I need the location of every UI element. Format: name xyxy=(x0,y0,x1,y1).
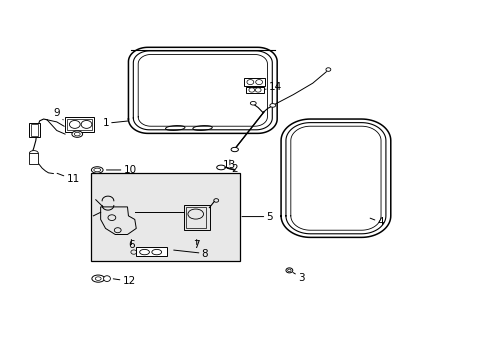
Ellipse shape xyxy=(92,275,104,282)
Ellipse shape xyxy=(72,131,82,137)
Bar xyxy=(245,87,263,93)
Bar xyxy=(183,205,210,230)
Text: 9: 9 xyxy=(53,108,63,120)
Ellipse shape xyxy=(231,147,238,152)
Circle shape xyxy=(255,88,261,92)
Circle shape xyxy=(81,121,92,129)
Ellipse shape xyxy=(216,165,225,170)
Text: 7: 7 xyxy=(193,239,200,249)
Bar xyxy=(65,117,94,132)
Text: 6: 6 xyxy=(128,239,134,249)
Text: 11: 11 xyxy=(57,173,80,184)
Text: 5: 5 xyxy=(242,212,272,221)
Ellipse shape xyxy=(103,276,110,282)
Ellipse shape xyxy=(91,167,103,173)
Circle shape xyxy=(69,121,80,129)
Text: 2: 2 xyxy=(229,164,237,174)
Bar xyxy=(31,124,38,136)
Ellipse shape xyxy=(325,68,330,71)
Bar xyxy=(91,173,239,261)
Circle shape xyxy=(246,80,253,85)
Bar xyxy=(67,119,92,130)
Ellipse shape xyxy=(250,102,256,105)
Ellipse shape xyxy=(29,150,38,156)
Bar xyxy=(244,78,264,86)
Text: 10: 10 xyxy=(106,165,137,175)
Text: 13: 13 xyxy=(223,160,236,170)
Bar xyxy=(29,153,38,164)
Text: 12: 12 xyxy=(113,276,136,286)
Bar xyxy=(136,247,167,256)
Text: 4: 4 xyxy=(369,217,384,227)
Circle shape xyxy=(255,80,262,85)
Bar xyxy=(29,123,40,137)
Text: 1: 1 xyxy=(102,118,128,128)
Circle shape xyxy=(248,88,254,92)
Ellipse shape xyxy=(269,104,275,107)
Text: 8: 8 xyxy=(173,248,208,258)
Text: 3: 3 xyxy=(292,273,304,283)
Ellipse shape xyxy=(285,268,292,273)
Text: 14: 14 xyxy=(265,82,282,92)
Bar xyxy=(185,207,206,228)
